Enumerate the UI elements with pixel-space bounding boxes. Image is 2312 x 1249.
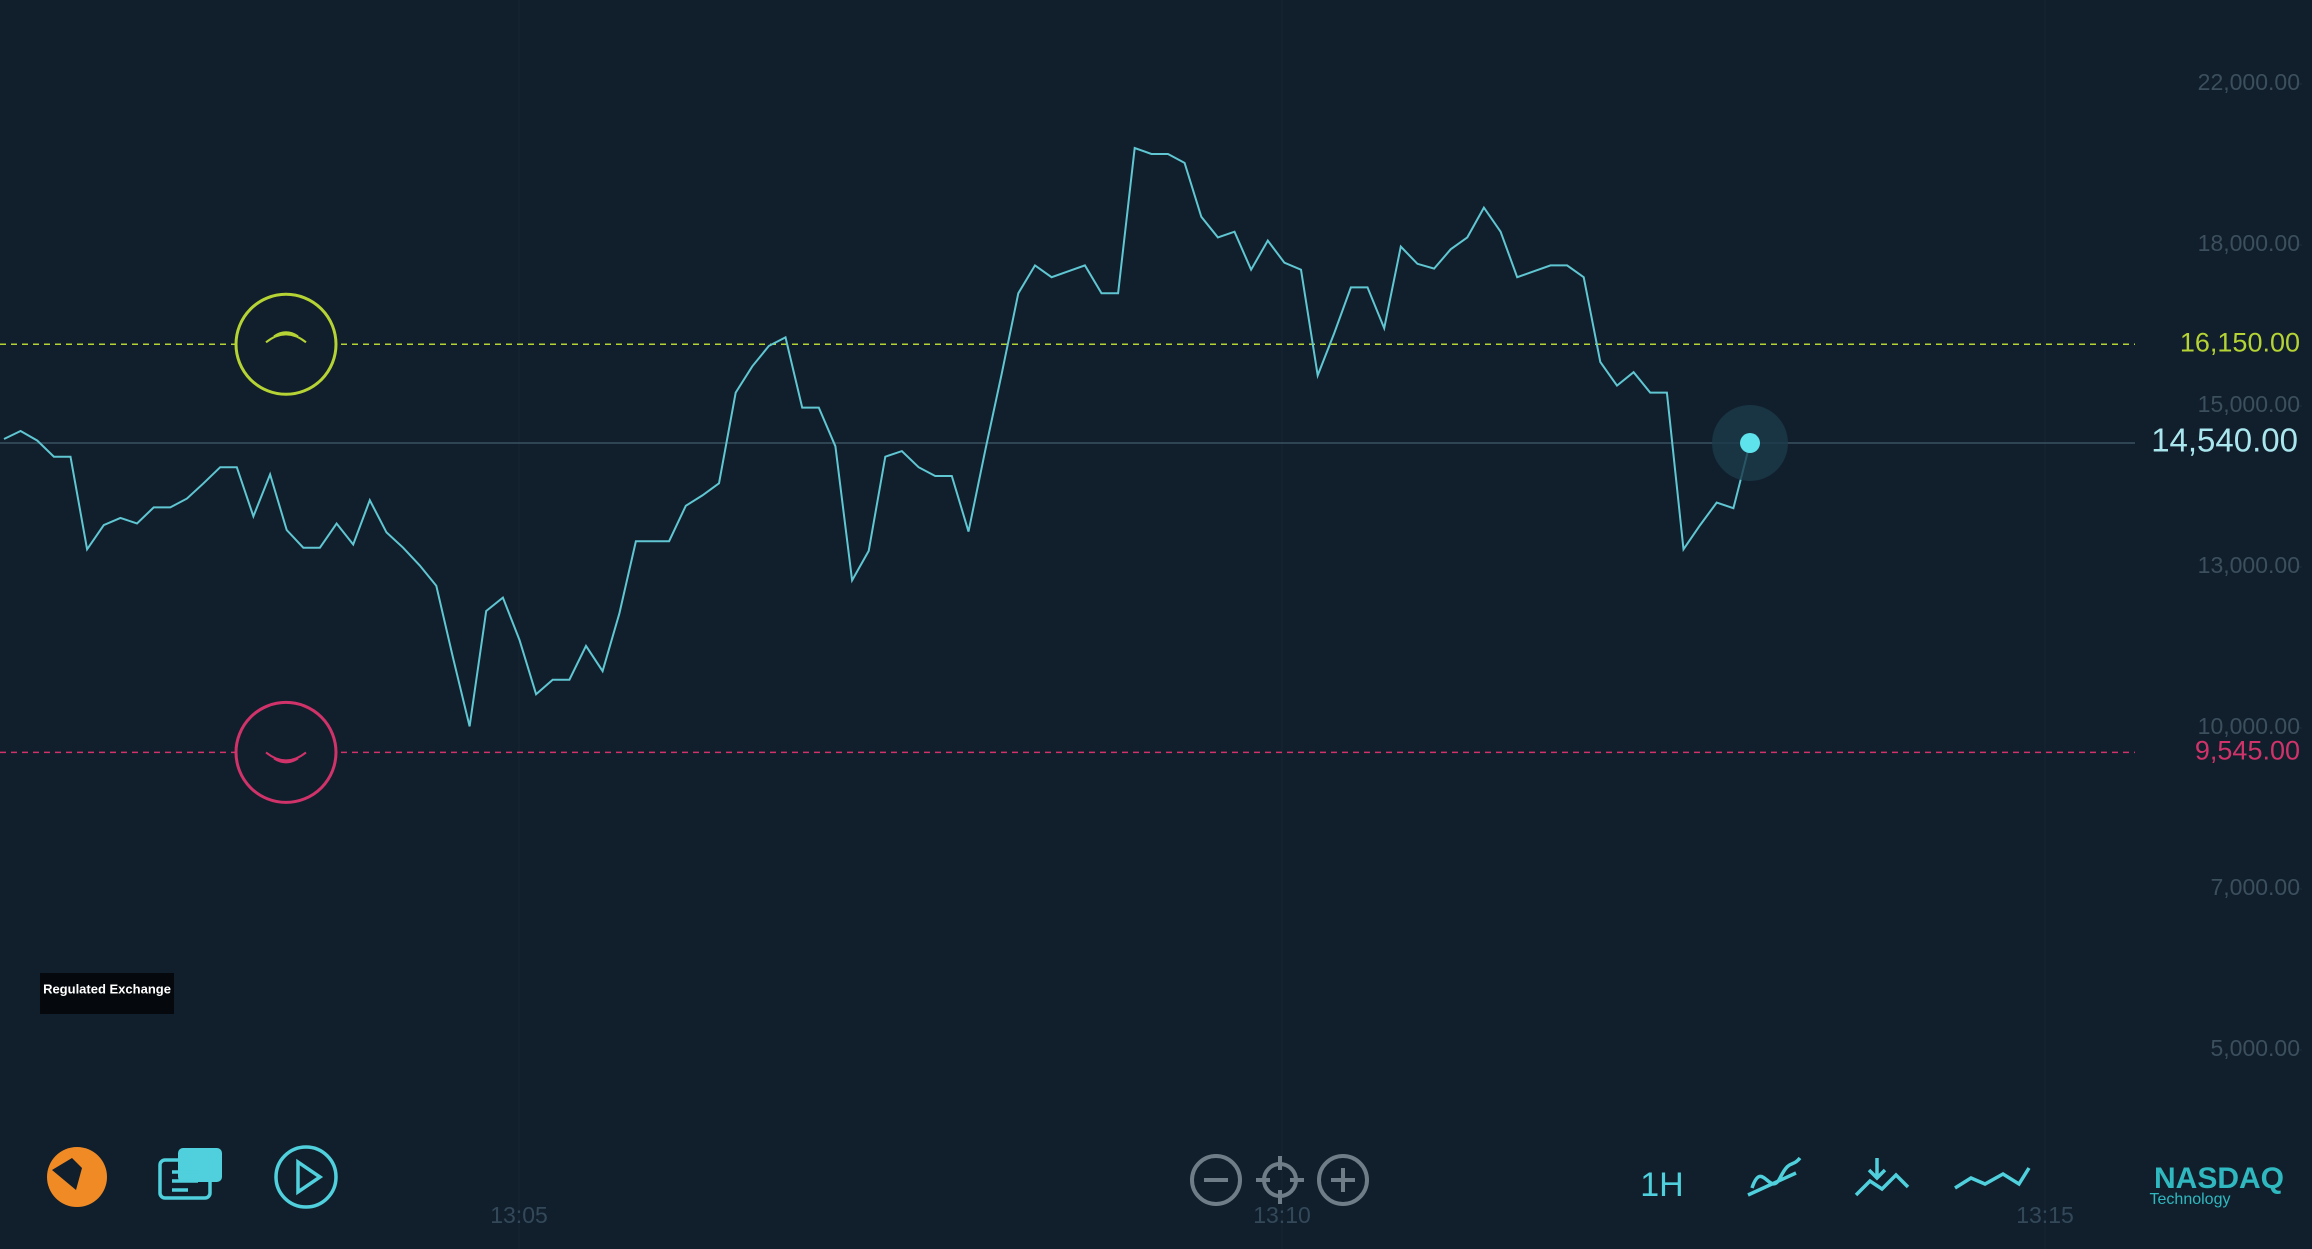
price-label: 14,540.00 — [2151, 422, 2298, 459]
chart-style-button[interactable] — [1954, 1167, 2031, 1190]
level-label: 9,545.00 — [2195, 736, 2300, 766]
level-label: 16,150.00 — [2180, 327, 2300, 357]
badge: Regulated Exchange — [40, 973, 174, 1014]
level-icon — [265, 751, 307, 764]
x-tick-label: 13:05 — [490, 1202, 548, 1228]
download-button[interactable] — [1854, 1158, 1910, 1197]
y-tick-label: 22,000.00 — [2198, 69, 2300, 95]
level-alert[interactable] — [234, 292, 338, 396]
y-tick-label: 7,000.00 — [2210, 874, 2300, 900]
chat-button[interactable] — [158, 1148, 222, 1200]
zoom-in[interactable] — [1317, 1154, 1369, 1206]
play-button[interactable] — [274, 1145, 338, 1209]
nasdaq-logo: NASDAQ — [2154, 1162, 2284, 1195]
level-alert[interactable] — [234, 700, 338, 804]
timeframe[interactable]: 1H — [1640, 1166, 1683, 1204]
badge-text: Regulated Exchange — [43, 981, 171, 996]
nasdaq-sub: Technology — [2150, 1191, 2231, 1208]
indicator-button[interactable] — [1747, 1156, 1802, 1197]
y-tick-label: 10,000.00 — [2198, 713, 2300, 739]
x-tick-label: 13:15 — [2016, 1202, 2074, 1228]
logo-wolf[interactable] — [47, 1147, 107, 1207]
price-dot — [1740, 433, 1760, 454]
recenter[interactable] — [1256, 1156, 1304, 1204]
y-tick-label: 13,000.00 — [2198, 552, 2300, 578]
x-tick-label: 13:10 — [1253, 1202, 1311, 1228]
price-line-series — [3, 146, 1751, 727]
y-tick-label: 5,000.00 — [2210, 1035, 2300, 1061]
zoom-out[interactable] — [1190, 1154, 1242, 1206]
level-icon — [265, 331, 307, 344]
y-tick-label: 15,000.00 — [2198, 391, 2300, 417]
y-tick-label: 18,000.00 — [2198, 230, 2300, 256]
